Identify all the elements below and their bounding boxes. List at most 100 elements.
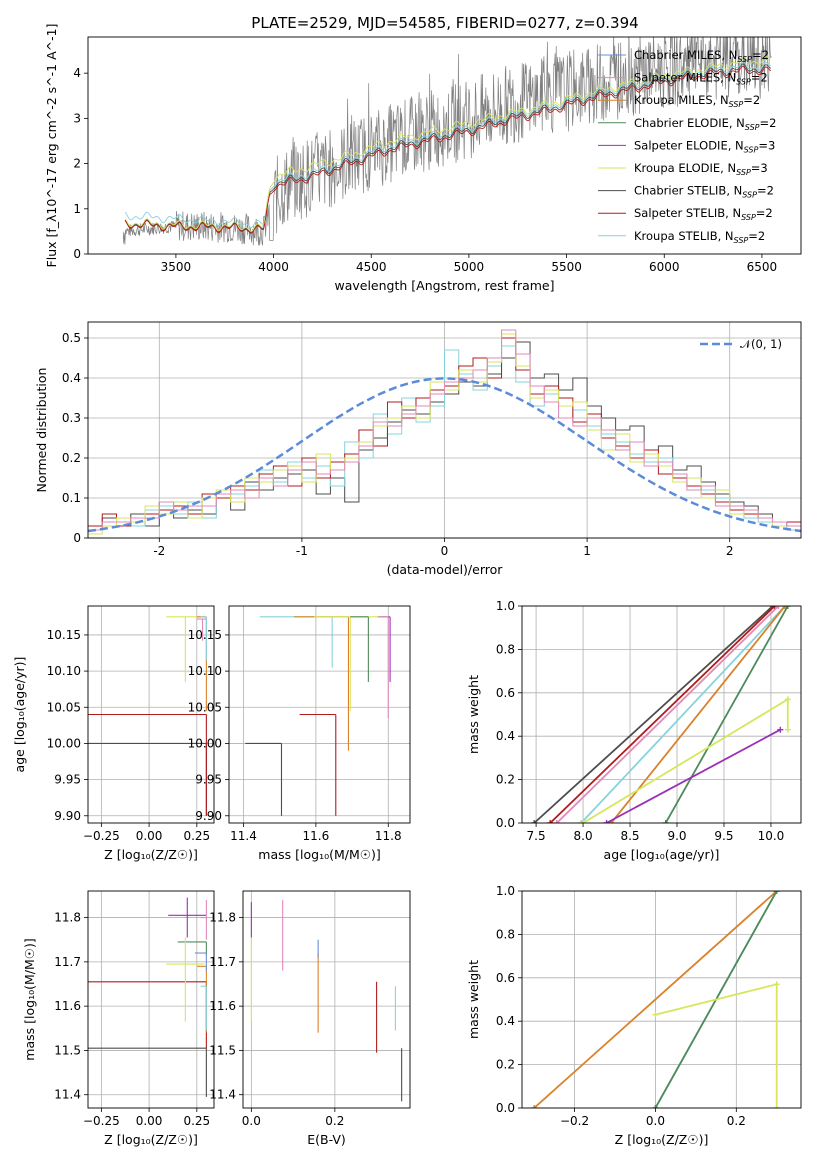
model-spectrum-line (124, 55, 772, 232)
y-tick-label: 11.7 (209, 955, 236, 969)
panel-age-vs-Z: −0.25 0.00 0.25 9.90 9.95 10.00 10.05 10.10 10.1… (12, 605, 215, 862)
legend-label-suffix: =3 (751, 161, 768, 175)
mass-weight-marker (773, 1105, 780, 1108)
legend-label-subscript: SSP (741, 213, 756, 222)
legend-label-suffix: =2 (760, 116, 777, 130)
legend-label-text: Kroupa STELIB, N (634, 229, 734, 243)
x-tick-label: 4000 (258, 260, 289, 274)
legend-label: Chabrier ELODIE, NSSP=2 (634, 116, 776, 132)
y-tick-label: 10.00 (188, 736, 222, 750)
x-tick-label: 9.0 (667, 829, 686, 843)
panel-residuals: -2 -1 0 1 2 0 0.1 0.2 0.3 0.4 0.5 (data-model)/erro… (34, 321, 802, 577)
legend-label-subscript: SSP (737, 55, 752, 64)
y-tick-label: 0.8 (496, 927, 515, 941)
legend-label: Salpeter ELODIE, NSSP=3 (634, 138, 775, 154)
x-tick-label: 2 (726, 544, 734, 558)
legend-label: Salpeter MILES, NSSP=2 (634, 71, 768, 87)
x-tick-label: 3500 (161, 260, 192, 274)
legend-label: Kroupa ELODIE, NSSP=3 (634, 161, 768, 177)
x-tick-label: 0.0 (242, 1114, 261, 1128)
x-tick-label: 11.6 (303, 829, 330, 843)
mass-weight-line (664, 606, 789, 823)
mass-weight-line (549, 606, 776, 823)
y-tick-label: 10.10 (188, 664, 222, 678)
y-tick-label: 0.4 (496, 1014, 515, 1028)
legend-label: Kroupa MILES, NSSP=2 (634, 93, 760, 109)
x-axis-label: E(B-V) (307, 1132, 346, 1147)
y-tick-label: 3 (73, 111, 81, 125)
mass-weight-marker (580, 820, 587, 823)
mass-weight-marker (603, 820, 610, 823)
y-axis-label: mass [log₁₀(M/M☉)] (22, 938, 37, 1060)
plot-area-mass-vs-EBV (250, 899, 403, 1102)
x-tick-label: 4500 (356, 260, 387, 274)
axes-frame (87, 605, 215, 824)
y-tick-label: 2 (73, 157, 81, 171)
mass-weight-line (533, 606, 774, 823)
x-tick-label: 0.0 (646, 1114, 665, 1128)
y-tick-label: 10.15 (188, 628, 222, 642)
y-axis-label: age [log₁₀(age/yr)] (12, 657, 27, 773)
legend-label-subscript: SSP (734, 236, 749, 245)
panel-age-vs-mass: 11.4 11.6 11.8 9.90 9.95 10.00 10.05 10.10 10.15… (188, 605, 411, 862)
y-tick-label: 10.00 (47, 736, 81, 750)
plot-area-age-vs-mass (245, 616, 391, 816)
y-tick-label: 11.5 (209, 1043, 236, 1057)
normal-distribution-curve (88, 377, 801, 533)
x-tick-label: 0.2 (325, 1114, 344, 1128)
mass-weight-marker (578, 820, 585, 823)
axes-frame (242, 890, 411, 1109)
x-axis-label: wavelength [Angstrom, rest frame] (334, 278, 554, 293)
mass-weight-marker (662, 820, 669, 823)
model-spectrum-line (124, 65, 772, 234)
legend-label-subscript: SSP (736, 168, 751, 177)
panel-mass-vs-EBV: 0.0 0.2 11.4 11.5 11.6 11.7 11.8 E(B-V) (209, 890, 411, 1147)
mass-weight-marker (652, 1105, 659, 1108)
y-tick-label: 10.10 (47, 664, 81, 678)
y-tick-label: 0.3 (62, 411, 81, 425)
y-tick-label: 0.4 (62, 371, 81, 385)
mass-weight-marker (777, 726, 784, 733)
legend-label-suffix: =2 (751, 71, 768, 85)
mass-weight-line (533, 891, 778, 1108)
x-tick-label: 10.0 (758, 829, 785, 843)
mass-weight-marker (547, 820, 554, 823)
mass-weight-marker (782, 606, 789, 609)
plot-area-age-vs-Z (88, 616, 207, 816)
x-axis-label: Z [log₁₀(Z/Z☉)] (104, 847, 198, 862)
y-axis-label: Normed distribution (34, 368, 49, 493)
legend-label-suffix: =2 (748, 229, 765, 243)
legend-label-subscript: SSP (742, 191, 757, 200)
plot-area-residuals (88, 329, 801, 535)
legend-label: Salpeter STELIB, NSSP=2 (634, 206, 773, 222)
y-tick-label: 0.2 (496, 1058, 515, 1072)
y-axis-label: Flux [f_λ10^-17 erg cm^-2 s^-1 A^-1] (44, 24, 59, 268)
mass-weight-line (610, 606, 786, 823)
y-tick-label: 9.90 (54, 809, 81, 823)
model-spectrum-line (124, 63, 772, 233)
panel-weight-vs-Z: −0.2 0.0 0.2 0.0 0.2 0.4 0.6 0.8 1.0 Z [log₁₀(Z/Z… (466, 884, 802, 1147)
x-tick-label: 0.00 (136, 829, 163, 843)
legend-label-subscript: SSP (729, 100, 744, 109)
legend-label: Kroupa STELIB, NSSP=2 (634, 229, 765, 245)
legend-label-subscript: SSP (745, 123, 760, 132)
model-spectrum-line (124, 61, 772, 228)
y-tick-label: 10.05 (47, 700, 81, 714)
x-tick-label: 5500 (551, 260, 582, 274)
legend-label-subscript: SSP (736, 78, 751, 87)
plot-area-mass-vs-Z (88, 897, 207, 1097)
x-tick-label: −0.25 (83, 829, 120, 843)
y-tick-label: 1 (73, 202, 81, 216)
x-tick-label: 1 (583, 544, 591, 558)
y-tick-label: 10.05 (188, 700, 222, 714)
x-axis-label: Z [log₁₀(Z/Z☉)] (104, 1132, 198, 1147)
mass-weight-marker (553, 820, 560, 823)
legend-label: Chabrier STELIB, NSSP=2 (634, 184, 774, 200)
x-tick-label: 8.0 (574, 829, 593, 843)
mass-weight-marker (771, 606, 778, 609)
plot-area-weight-vs-age (531, 606, 791, 823)
chart-panels: 3500 4000 4500 5000 5500 6000 6500 0 1 2 3 4 wavelen… (12, 24, 802, 1147)
legend-label-text: Salpeter ELODIE, N (634, 138, 744, 152)
x-tick-label: 5000 (454, 260, 485, 274)
